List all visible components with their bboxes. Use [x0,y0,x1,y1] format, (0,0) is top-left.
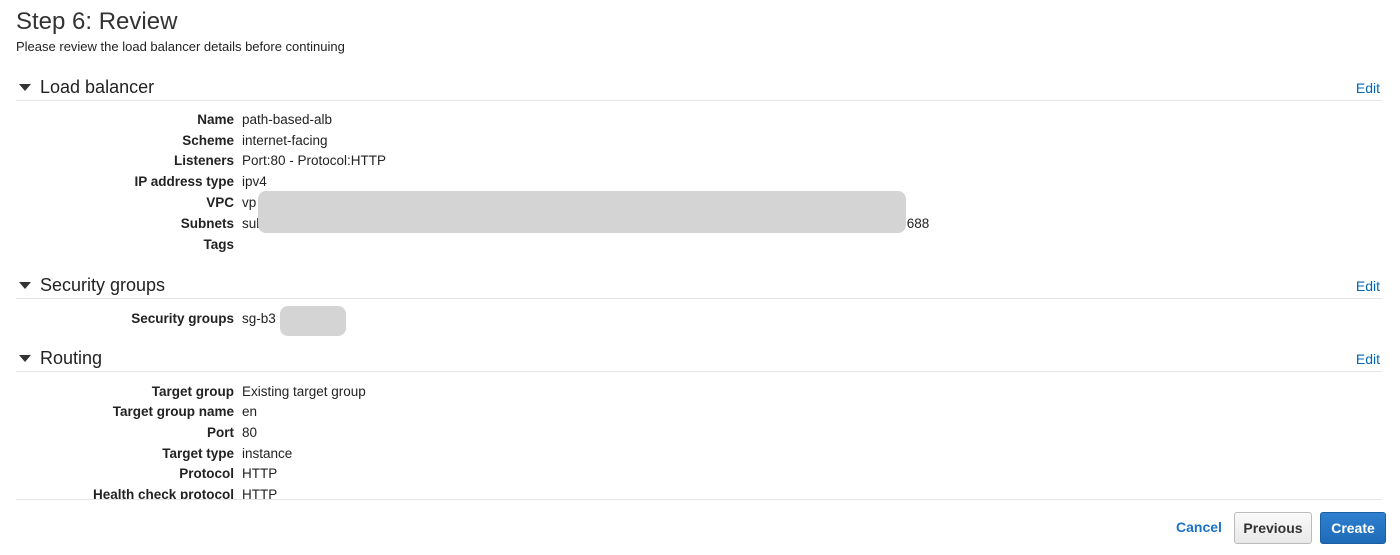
detail-row: Target type instance [0,444,1000,464]
row-value: 80 [242,425,258,440]
row-value: Existing target group [242,384,366,399]
page-subtitle: Please review the load balancer details … [16,39,345,54]
create-button[interactable]: Create [1320,512,1386,544]
collapse-triangle-icon[interactable] [19,355,31,362]
row-value: sul [242,216,260,231]
section-title[interactable]: Load balancer [40,77,155,97]
footer-bar: Cancel Previous Create [16,499,1386,555]
collapse-triangle-icon[interactable] [19,84,31,91]
section-routing: Routing Edit [16,348,1382,372]
row-label: Target type [162,446,234,461]
redaction-overlay [258,191,906,233]
row-label: Listeners [173,153,234,168]
detail-row: Tags [0,235,1000,255]
row-label: Target group name [112,404,234,419]
edit-routing-link[interactable]: Edit [1355,351,1380,367]
detail-row: Subnets sul .688 [0,214,1000,234]
row-value: vp [242,195,257,210]
detail-row: Listeners Port:80 - Protocol:HTTP [0,151,1000,171]
row-label: Name [197,112,234,127]
row-label: Security groups [131,311,234,326]
page-title: Step 6: Review [16,8,178,35]
row-label: IP address type [134,174,234,189]
row-label: Scheme [182,133,234,148]
row-label: VPC [206,195,234,210]
detail-row: Scheme internet-facing [0,131,1000,151]
row-value: internet-facing [242,133,328,148]
section-load-balancer: Load balancer Edit [16,77,1382,101]
previous-button[interactable]: Previous [1234,512,1312,544]
row-value: path-based-alb [242,112,333,127]
row-label: Port [207,425,234,440]
row-value: instance [242,446,293,461]
edit-load-balancer-link[interactable]: Edit [1355,80,1380,96]
detail-row: Health check protocol HTTP [0,485,1000,505]
row-value: en [242,404,258,419]
row-label: Target group [151,384,234,399]
detail-row: Target group Existing target group [0,382,1000,402]
row-label: Subnets [180,216,234,231]
detail-row: Name path-based-alb [0,110,1000,130]
collapse-triangle-icon[interactable] [19,282,31,289]
detail-row: Port 80 [0,423,1000,443]
cancel-button[interactable]: Cancel [1176,519,1222,535]
section-title[interactable]: Security groups [40,275,166,295]
detail-row: Security groups sg-b3 [0,309,1000,329]
row-label: Health check protocol [92,487,234,502]
detail-row: VPC vp [0,193,1000,213]
row-value: ipv4 [242,174,267,189]
redaction-overlay [280,306,346,336]
row-value: Port:80 - Protocol:HTTP [242,153,387,168]
detail-row: IP address type ipv4 [0,172,1000,192]
edit-security-groups-link[interactable]: Edit [1355,278,1380,294]
detail-row: Target group name en [0,402,1000,422]
section-security-groups: Security groups Edit [16,275,1382,299]
row-value: HTTP [242,466,278,481]
detail-row: Protocol HTTP [0,464,1000,484]
section-title[interactable]: Routing [40,348,103,368]
row-label: Tags [203,237,234,252]
row-value: HTTP [242,487,278,502]
row-value: sg-b3 [242,311,276,326]
row-label: Protocol [179,466,234,481]
row-value-suffix: .688 [903,216,930,231]
